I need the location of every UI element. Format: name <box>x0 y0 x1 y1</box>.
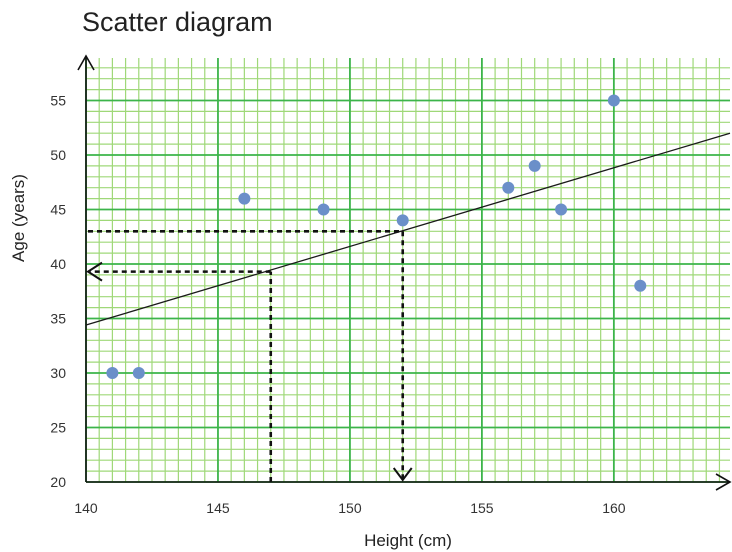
reading-guides <box>86 230 413 482</box>
data-point <box>634 279 647 292</box>
y-axis-label: Age (years) <box>9 174 28 262</box>
y-tick-label: 25 <box>50 420 66 436</box>
x-tick-label: 160 <box>602 500 626 516</box>
x-tick-label: 145 <box>206 500 230 516</box>
y-tick-label: 50 <box>50 147 66 163</box>
data-point <box>502 181 515 194</box>
x-tick-label: 155 <box>470 500 494 516</box>
data-point <box>555 203 568 216</box>
reading-arrow-down <box>392 467 413 482</box>
data-point <box>317 203 330 216</box>
data-point <box>238 192 251 205</box>
x-tick-label: 140 <box>74 500 98 516</box>
y-tick-label: 35 <box>50 311 66 327</box>
y-tick-label: 20 <box>50 474 66 490</box>
data-point <box>607 94 620 107</box>
x-axis-arrow <box>715 473 732 491</box>
data-point <box>396 214 409 227</box>
trend-line-group <box>85 132 731 326</box>
data-point <box>132 367 145 380</box>
y-tick-label: 40 <box>50 256 66 272</box>
grid <box>85 58 730 483</box>
data-point <box>528 159 541 172</box>
chart-title: Scatter diagram <box>82 7 273 37</box>
x-tick-label: 150 <box>338 500 362 516</box>
y-tick-label: 30 <box>50 365 66 381</box>
y-tick-label: 55 <box>50 93 66 109</box>
y-tick-label: 45 <box>50 202 66 218</box>
x-axis-label: Height (cm) <box>364 531 452 550</box>
axes <box>77 54 732 491</box>
data-point <box>106 367 119 380</box>
tick-labels: 140 145 150 155 160 20 25 30 35 40 45 50 55 <box>50 93 625 516</box>
reading-arrow-left <box>86 261 103 282</box>
y-axis-arrow <box>77 54 95 71</box>
trend-line <box>85 132 731 326</box>
data-points <box>106 94 647 380</box>
